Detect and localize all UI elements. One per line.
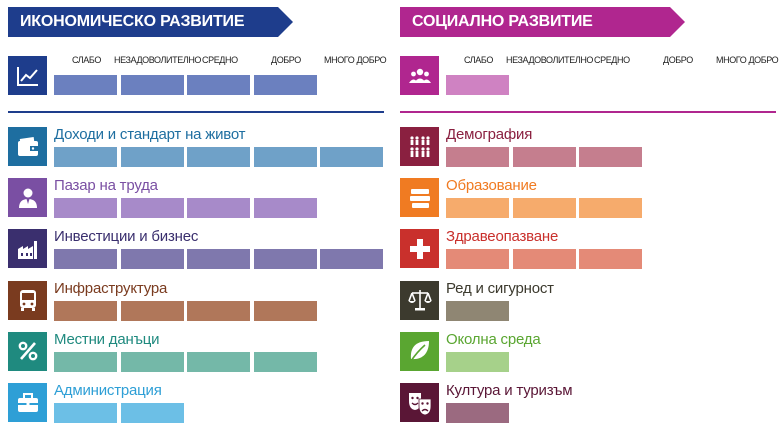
scale-label-good: ДОБРО: [663, 55, 693, 65]
rating-segment: [120, 75, 184, 95]
rating-segment: [187, 75, 250, 95]
briefcase-icon: [8, 383, 47, 422]
economic-rating-scale: СЛАБО НЕЗАДОВОЛИТЕЛНО СРЕДНО ДОБРО МНОГО…: [54, 55, 387, 67]
rating-segment: [187, 300, 250, 321]
rating-segment: [253, 300, 317, 321]
rating-segment: [446, 351, 509, 372]
economic-divider: [8, 111, 384, 113]
scales-icon: [400, 280, 439, 320]
scale-label-medium: СРЕДНО: [202, 55, 238, 65]
rating-segment: [253, 198, 317, 219]
scale-label-very-good: МНОГО ДОБРО: [716, 55, 779, 65]
indicator-label: Инфраструктура: [54, 279, 168, 297]
scale-label-medium: СРЕДНО: [594, 55, 630, 65]
rating-segment: [253, 249, 317, 270]
worker-icon: [8, 178, 47, 218]
leaf-icon: [400, 331, 439, 371]
indicator-label: Пазар на труда: [54, 177, 158, 195]
scale-label-weak: СЛАБО: [464, 55, 493, 65]
rating-segment: [320, 249, 383, 270]
rating-segment: [446, 249, 509, 270]
rating-segment: [446, 300, 509, 321]
line-chart-icon: [8, 56, 47, 95]
indicator-label: Култура и туризъм: [446, 382, 573, 399]
scale-label-unsatisfactory: НЕЗАДОВОЛИТЕЛНО: [114, 55, 202, 65]
rating-segment: [579, 249, 642, 270]
people-icon: [400, 56, 439, 95]
factory-icon: [8, 229, 47, 269]
indicator-label: Ред и сигурност: [446, 279, 554, 297]
rating-segment: [54, 351, 117, 372]
indicator-label: Образование: [446, 177, 537, 195]
rating-segment: [120, 249, 184, 270]
rating-segment: [120, 351, 184, 372]
indicator-label: Околна среда: [446, 330, 541, 348]
social-development-banner: СОЦИАЛНО РАЗВИТИЕ: [400, 7, 685, 37]
bus-icon: [8, 280, 47, 320]
indicator-label: Местни данъци: [54, 330, 160, 348]
percent-icon: [8, 331, 47, 371]
social-rating-scale: СЛАБО НЕЗАДОВОЛИТЕЛНО СРЕДНО ДОБРО МНОГО…: [446, 55, 779, 67]
rating-segment: [446, 198, 509, 219]
rating-segment: [54, 75, 117, 95]
theatre-masks-icon: [400, 383, 439, 422]
rating-segment: [54, 300, 117, 321]
rating-segment: [187, 198, 250, 219]
rating-segment: [446, 75, 509, 95]
rating-segment: [120, 147, 184, 167]
rating-segment: [253, 147, 317, 167]
health-cross-icon: [400, 229, 439, 269]
scale-label-unsatisfactory: НЕЗАДОВОЛИТЕЛНО: [506, 55, 594, 65]
rating-segment: [187, 351, 250, 372]
rating-segment: [120, 198, 184, 219]
population-icon: [400, 127, 439, 166]
rating-segment: [120, 403, 184, 423]
indicator-label: Администрация: [54, 382, 162, 399]
rating-segment: [253, 75, 317, 95]
economic-development-banner: ИКОНОМИЧЕСКО РАЗВИТИЕ: [8, 7, 293, 37]
rating-segment: [512, 147, 576, 167]
rating-segment: [253, 351, 317, 372]
indicator-label: Демография: [446, 126, 533, 143]
rating-segment: [187, 147, 250, 167]
indicator-label: Здравеопазване: [446, 228, 559, 246]
books-icon: [400, 178, 439, 218]
rating-segment: [579, 147, 642, 167]
rating-segment: [187, 249, 250, 270]
rating-segment: [320, 147, 383, 167]
social-divider: [400, 111, 776, 113]
rating-segment: [54, 147, 117, 167]
rating-segment: [54, 403, 117, 423]
rating-segment: [54, 198, 117, 219]
rating-segment: [446, 403, 509, 423]
rating-segment: [54, 249, 117, 270]
rating-segment: [512, 198, 576, 219]
rating-segment: [446, 147, 509, 167]
scale-label-good: ДОБРО: [271, 55, 301, 65]
rating-segment: [120, 300, 184, 321]
scale-label-very-good: МНОГО ДОБРО: [324, 55, 387, 65]
indicator-label: Доходи и стандарт на живот: [54, 126, 246, 143]
wallet-icon: [8, 127, 47, 166]
indicator-label: Инвестиции и бизнес: [54, 228, 199, 246]
scale-label-weak: СЛАБО: [72, 55, 101, 65]
rating-segment: [579, 198, 642, 219]
rating-segment: [512, 249, 576, 270]
